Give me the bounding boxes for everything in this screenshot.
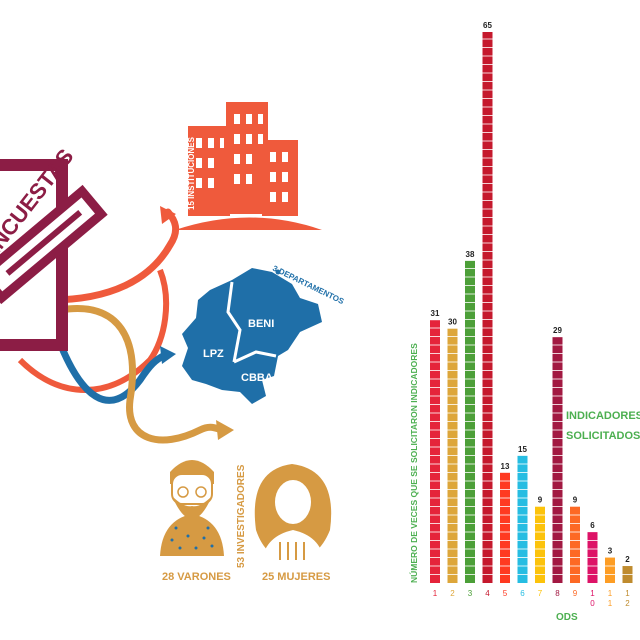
bar-ods-5 bbox=[500, 472, 510, 583]
bar-values-group: 31303865131592996320 bbox=[431, 21, 631, 564]
x-tick-label: 2 bbox=[450, 589, 455, 598]
bar-value-label: 31 bbox=[431, 309, 440, 318]
ods-bar-chart: NÚMERO DE VECES QUE SE SOLICITARON INDIC… bbox=[408, 21, 640, 623]
bar-value-label: 29 bbox=[553, 326, 562, 335]
flow-ribbons bbox=[17, 206, 234, 444]
bar-ods-1 bbox=[430, 320, 440, 583]
dept-beni: BENI bbox=[248, 318, 274, 330]
bar-value-label: 65 bbox=[483, 21, 492, 30]
bar-ods-6 bbox=[517, 455, 528, 583]
x-tick-label: 9 bbox=[573, 589, 578, 598]
bar-ods-3 bbox=[465, 260, 475, 583]
x-tick-label: 0 bbox=[590, 599, 595, 608]
ribbon-orange bbox=[46, 208, 180, 304]
arrow-head-orange-icon bbox=[160, 206, 176, 224]
x-tick-label: 3 bbox=[468, 589, 473, 598]
x-tick-label: 8 bbox=[555, 589, 560, 598]
arrow-head-blue-icon bbox=[160, 346, 176, 364]
dept-lpz: LPZ bbox=[203, 348, 224, 360]
bar-value-label: 15 bbox=[518, 445, 527, 454]
bar-value-label: 6 bbox=[590, 521, 595, 530]
x-tick-label: 6 bbox=[520, 589, 525, 598]
x-tick-label: 1 bbox=[625, 589, 630, 598]
departments-map-icon bbox=[182, 268, 322, 404]
researchers-label: 53 INVESTIGADORES bbox=[236, 464, 247, 568]
man-avatar-icon bbox=[160, 460, 224, 556]
arrow-head-gold-icon bbox=[216, 420, 234, 440]
woman-avatar-icon bbox=[254, 464, 332, 560]
survey-document-icon: ENCUESTAS bbox=[0, 144, 108, 351]
x-tick-label: 1 bbox=[590, 589, 595, 598]
bar-value-label: 9 bbox=[538, 496, 543, 505]
bar-value-label: 9 bbox=[573, 496, 578, 505]
men-label: 28 VARONES bbox=[162, 571, 231, 583]
bar-ods-8 bbox=[552, 337, 563, 583]
bar-ods-7 bbox=[535, 506, 545, 583]
buildings-icon bbox=[175, 102, 322, 230]
x-ticks-group: 12345678910111213 bbox=[433, 589, 631, 608]
bar-ods-4 bbox=[482, 32, 493, 583]
x-tick-label: 1 bbox=[433, 589, 438, 598]
ribbon-gold bbox=[59, 305, 224, 444]
bar-value-label: 2 bbox=[625, 555, 630, 564]
bars-group bbox=[430, 32, 633, 583]
bar-value-label: 30 bbox=[448, 318, 457, 327]
women-label: 25 MUJERES bbox=[262, 571, 330, 583]
chart-ylabel: NÚMERO DE VECES QUE SE SOLICITARON INDIC… bbox=[408, 343, 419, 583]
x-tick-label: 7 bbox=[538, 589, 543, 598]
x-tick-label: 4 bbox=[485, 589, 490, 598]
chart-xlabel: ODS bbox=[556, 612, 578, 623]
bar-value-label: 38 bbox=[466, 250, 475, 259]
dept-dot-beni bbox=[275, 269, 281, 275]
indicators-label-line1: INDICADORES bbox=[566, 410, 640, 422]
map-shape bbox=[182, 268, 322, 404]
institutions-label: 15 INSTITUCIONES bbox=[187, 136, 196, 210]
dept-cbba: CBBA bbox=[241, 372, 273, 384]
bar-value-label: 13 bbox=[501, 462, 510, 471]
x-tick-label: 1 bbox=[608, 599, 613, 608]
bar-ods-11 bbox=[605, 557, 615, 583]
bar-value-label: 3 bbox=[608, 547, 613, 556]
x-tick-label: 2 bbox=[625, 599, 630, 608]
x-tick-label: 5 bbox=[503, 589, 508, 598]
ribbon-orange-lower bbox=[17, 268, 169, 393]
x-tick-label: 1 bbox=[608, 589, 613, 598]
indicators-label-line2: SOLICITADOS 28 bbox=[566, 430, 640, 442]
bar-ods-9 bbox=[570, 506, 580, 583]
